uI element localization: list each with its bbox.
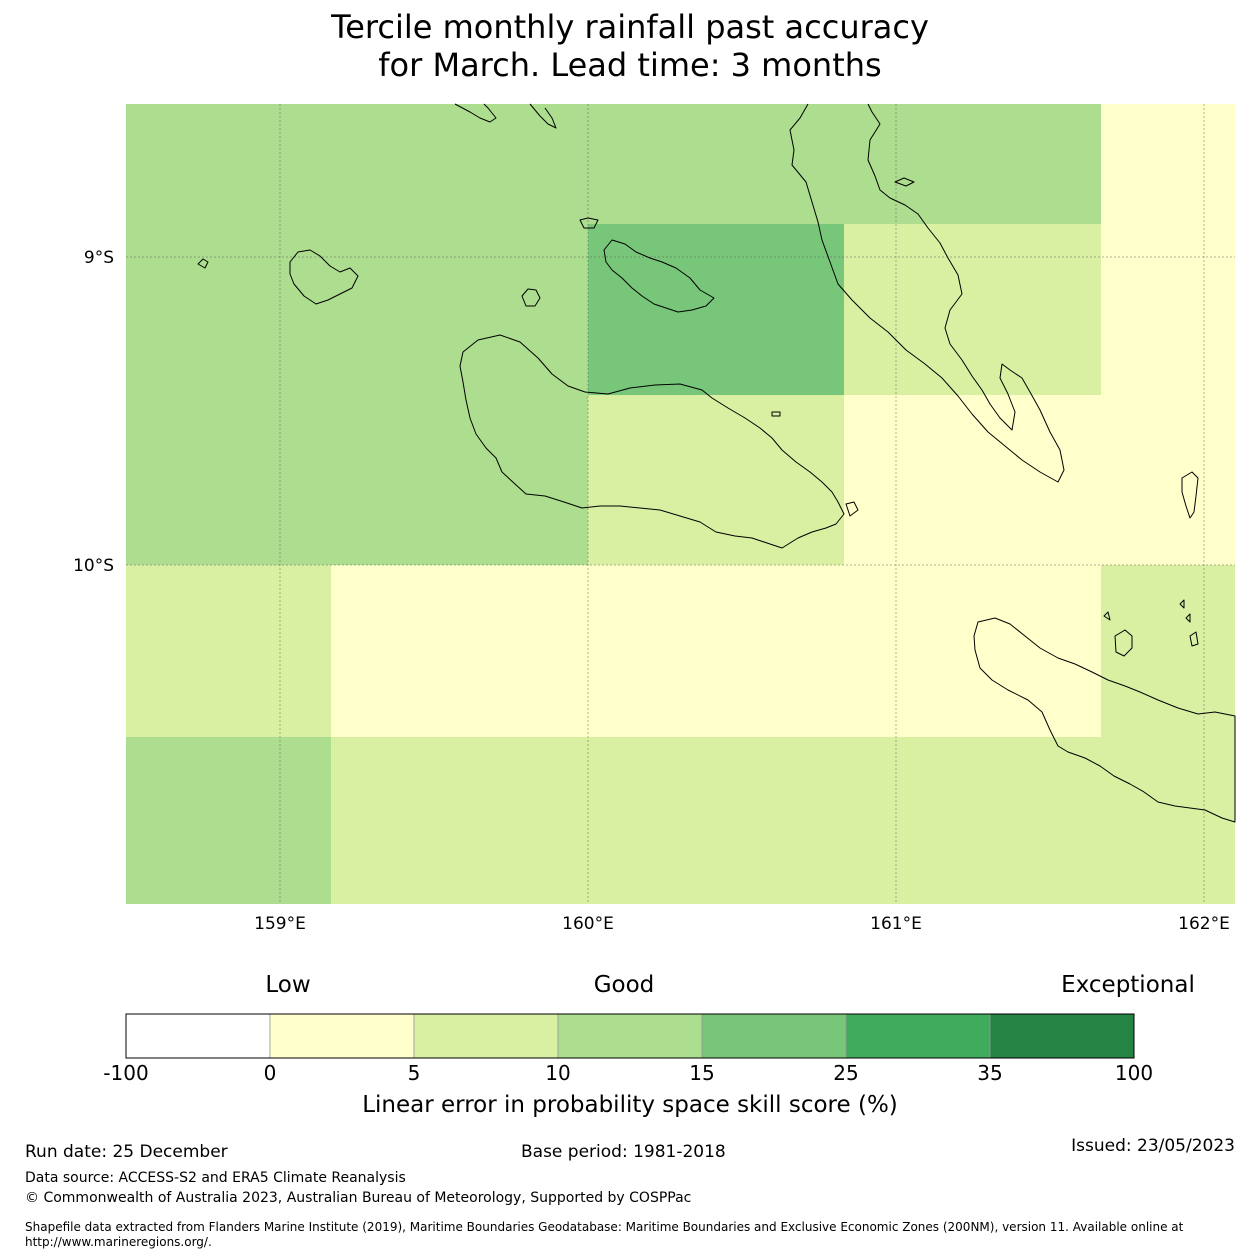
coastline-islet-guada <box>771 411 781 417</box>
colorbar-tick: 35 <box>977 1061 1003 1085</box>
colorbar-segment <box>989 1013 1135 1059</box>
coastline-islet-se1 <box>1103 611 1111 621</box>
coastline-islet-north <box>579 217 599 229</box>
lat-label-10s: 10°S <box>73 556 114 576</box>
shapefile-credit-line-2: http://www.marineregions.org/. <box>25 1235 212 1249</box>
grid-cell <box>126 565 331 737</box>
coastline-makira <box>973 617 1236 823</box>
colorbar-segment <box>125 1013 271 1059</box>
coastline-islet-se2 <box>1179 599 1185 609</box>
colorbar <box>125 1013 1135 1059</box>
colorbar-word-low: Low <box>265 972 311 998</box>
grid-cell <box>588 395 844 565</box>
colorbar-tick: 15 <box>689 1061 715 1085</box>
copyright: © Commonwealth of Australia 2023, Austra… <box>25 1190 692 1206</box>
issued-date: Issued: 23/05/2023 <box>1071 1136 1235 1156</box>
grid-cell <box>126 737 331 904</box>
colorbar-segment <box>557 1013 703 1059</box>
colorbar-tick: 10 <box>545 1061 571 1085</box>
grid-cell <box>844 224 1101 395</box>
base-period: Base period: 1981-2018 <box>521 1142 726 1162</box>
coastline-islet-se4 <box>1189 631 1199 647</box>
colorbar-word-good: Good <box>593 972 655 998</box>
grid-cell <box>126 104 1101 224</box>
grid-cell <box>331 565 1101 737</box>
colorbar-tick: 25 <box>833 1061 859 1085</box>
grid-cell <box>588 224 844 395</box>
coastline-islet-se3 <box>1185 613 1191 623</box>
grid-cell <box>1101 565 1235 737</box>
title-line-2: for March. Lead time: 3 months <box>378 46 882 84</box>
graticule <box>126 104 1235 904</box>
colorbar-word-exceptional: Exceptional <box>1061 972 1195 998</box>
grid-cell <box>126 224 588 565</box>
coastline-nggela-north <box>454 103 497 123</box>
coastline-florida-islands <box>603 239 715 313</box>
coastlines <box>197 103 1236 823</box>
lon-label-161e: 161°E <box>870 914 922 934</box>
coastline-russell-islands <box>289 249 359 305</box>
coastline-islet-west <box>197 258 209 269</box>
colorbar-segment <box>269 1013 415 1059</box>
coastline-savo <box>521 288 541 307</box>
colorbar-label: Linear error in probability space skill … <box>362 1092 898 1118</box>
coastline-islet-mid <box>529 103 557 129</box>
data-source: Data source: ACCESS-S2 and ERA5 Climate … <box>25 1170 406 1186</box>
title-line-1: Tercile monthly rainfall past accuracy <box>331 8 929 46</box>
coastline-guadalcanal <box>459 334 845 549</box>
colorbar-tick: 0 <box>263 1061 277 1085</box>
coastline-islet-east <box>1181 471 1199 519</box>
shapefile-credit-line-1: Shapefile data extracted from Flanders M… <box>25 1220 1184 1234</box>
skill-grid <box>126 104 1235 904</box>
colorbar-tick: 5 <box>407 1061 421 1085</box>
grid-cell <box>844 395 1101 565</box>
grid-cell <box>331 737 1235 904</box>
colorbar-frame <box>125 1013 1135 1059</box>
colorbar-tick: -100 <box>103 1061 149 1085</box>
lon-label-159e: 159°E <box>254 914 306 934</box>
coastline-islet-guada2 <box>845 501 859 517</box>
colorbar-segment <box>701 1013 847 1059</box>
coastline-islet-ne <box>894 177 915 187</box>
lon-label-160e: 160°E <box>562 914 614 934</box>
coastline-isabel <box>789 103 1065 483</box>
lon-label-162e: 162°E <box>1178 914 1230 934</box>
run-date: Run date: 25 December <box>25 1142 228 1162</box>
colorbar-segment <box>845 1013 991 1059</box>
colorbar-segment <box>413 1013 559 1059</box>
colorbar-tick: 100 <box>1114 1061 1154 1085</box>
coastline-ugi <box>1114 629 1133 657</box>
lat-label-9s: 9°S <box>84 248 114 268</box>
grid-cell <box>1101 104 1235 565</box>
